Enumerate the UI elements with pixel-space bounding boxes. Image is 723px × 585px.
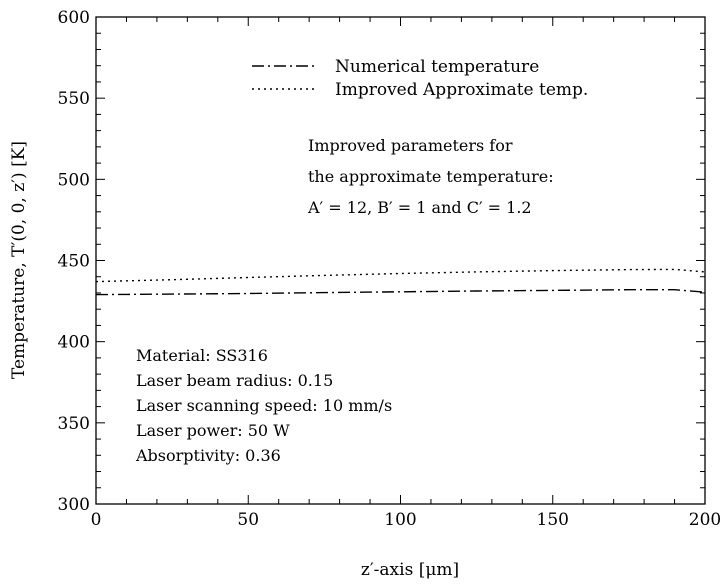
y-tick-label: 450 <box>58 252 90 272</box>
legend-label-approximate: Improved Approximate temp. <box>335 80 588 100</box>
axis-tick-labels: 0 50 100 150 200 300 350 400 450 500 550 600 <box>58 8 722 530</box>
y-tick-label: 350 <box>58 414 90 434</box>
series-group <box>95 268 706 296</box>
params-line-2: the approximate temperature: <box>308 167 554 186</box>
material-line-4: Laser power: 50 W <box>136 421 290 440</box>
material-line-5: Absorptivity: 0.36 <box>135 446 281 465</box>
x-tick-label: 100 <box>384 510 416 530</box>
y-tick-label: 300 <box>58 495 90 515</box>
x-tick-label: 0 <box>91 510 102 530</box>
params-line-1: Improved parameters for <box>308 136 513 155</box>
material-line-2: Laser beam radius: 0.15 <box>136 371 333 390</box>
legend-label-numerical: Numerical temperature <box>335 57 539 77</box>
y-axis-label: Temperature, T′(0, 0, z′) [K] <box>9 141 29 379</box>
x-tick-label: 50 <box>237 510 259 530</box>
y-tick-label: 400 <box>58 333 90 353</box>
axis-ticks <box>95 16 706 505</box>
material-line-3: Laser scanning speed: 10 mm/s <box>136 396 392 415</box>
series-line-approximate <box>95 268 706 283</box>
y-tick-label: 550 <box>58 89 90 109</box>
series-line-numerical <box>95 289 706 296</box>
params-line-3: A′ = 12, B′ = 1 and C′ = 1.2 <box>307 198 532 217</box>
y-tick-label: 600 <box>58 8 90 28</box>
legend: Numerical temperature Improved Approxima… <box>252 57 588 100</box>
x-tick-label: 200 <box>689 510 721 530</box>
x-axis-label: z′-axis [μm] <box>361 560 459 580</box>
y-tick-label: 500 <box>58 170 90 190</box>
x-tick-label: 150 <box>537 510 569 530</box>
material-line-1: Material: SS316 <box>136 346 268 365</box>
parameters-annotation: Improved parameters for the approximate … <box>307 136 554 217</box>
material-annotation: Material: SS316 Laser beam radius: 0.15 … <box>135 346 392 465</box>
